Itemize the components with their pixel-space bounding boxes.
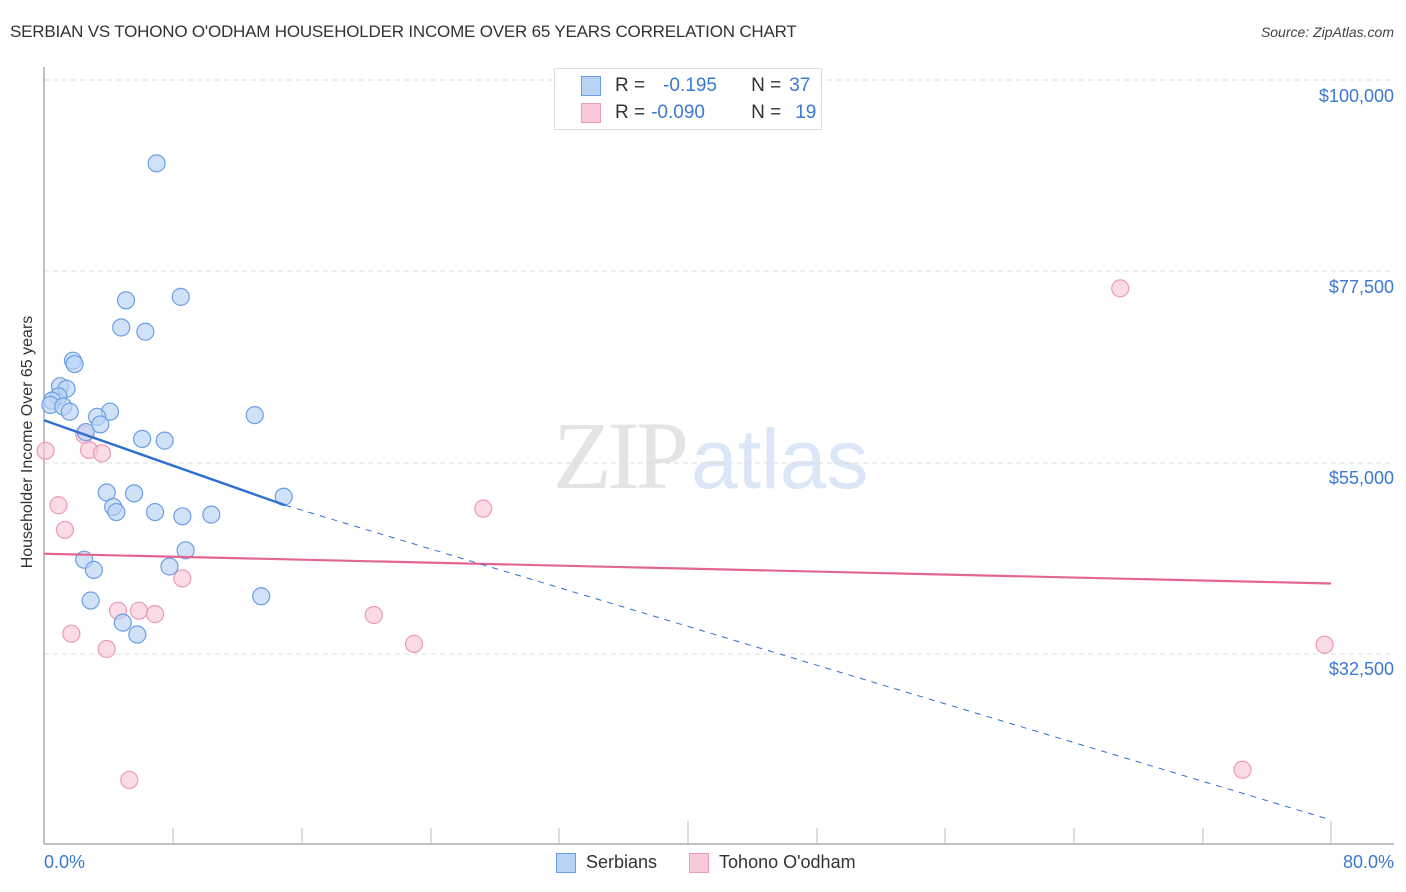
correlation-legend: R = -0.195 N = 37 R = -0.090 N = 19: [554, 68, 822, 130]
serbian-data-point: [173, 507, 192, 526]
serbian-data-point: [133, 429, 152, 449]
tohono-data-point: [1111, 279, 1130, 298]
serbian-data-point: [112, 318, 131, 337]
serbians-n-value: 37: [789, 75, 811, 96]
serbians-swatch-icon: [581, 76, 601, 96]
serbian-data-point: [124, 484, 144, 503]
tohono-legend-icon: [689, 852, 710, 873]
serbian-trendline: [43, 419, 286, 507]
tohono-r-label: R =: [615, 102, 646, 123]
tohono-r-value: -0.090: [651, 102, 705, 123]
tohono-data-point: [364, 605, 383, 625]
serbian-data-point: [128, 625, 147, 644]
x-tick-min: 0.0%: [44, 852, 86, 872]
serbian-data-point: [84, 560, 103, 579]
serbian-data-point: [65, 354, 84, 374]
serbian-data-point: [160, 557, 179, 576]
serbian-data-point: [245, 405, 264, 425]
serbian-data-point: [171, 287, 190, 306]
serbian-data-point: [107, 502, 126, 522]
serbian-data-point: [176, 541, 195, 560]
tohono-trendline: [43, 552, 1332, 585]
serbians-n-label: N =: [751, 75, 782, 96]
x-ticks: [172, 821, 1332, 844]
watermark-zip: ZIP: [553, 402, 689, 509]
serbian-data-point: [147, 154, 166, 173]
y-tick-77500: $77,500: [1328, 277, 1394, 297]
tohono-data-point: [145, 605, 165, 624]
trendlines: [43, 419, 1332, 821]
tohono-data-point: [120, 770, 139, 790]
y-tick-32500: $32,500: [1328, 659, 1394, 679]
tohono-n-value: 19: [795, 102, 817, 123]
legend-item-tohono[interactable]: Tohono O'odham: [689, 852, 856, 873]
serbians-r-value: -0.195: [663, 75, 717, 96]
serbians-legend-label: Serbians: [586, 852, 658, 872]
serbian-data-point: [91, 415, 110, 434]
legend-item-serbians[interactable]: Serbians: [556, 852, 657, 873]
gridlines: [44, 79, 1394, 655]
axes: [43, 67, 1394, 845]
tohono-legend-label: Tohono O'odham: [719, 852, 856, 872]
serbians-r-label: R =: [615, 75, 646, 96]
serbian-data-point: [155, 431, 174, 450]
serbian-data-point: [81, 591, 100, 610]
serbians-legend-icon: [556, 852, 576, 873]
legend-row-serbians: R = -0.195 N = 37: [581, 74, 810, 98]
tohono-data-point: [97, 639, 116, 659]
y-tick-100000: $100,000: [1318, 86, 1394, 106]
tohono-data-point: [474, 499, 493, 518]
tohono-points: [36, 279, 1334, 790]
legend-row-tohono: R = -0.090 N = 19: [581, 101, 816, 125]
tohono-data-point: [1315, 635, 1334, 654]
series-legend: Serbians Tohono O'odham: [556, 852, 888, 873]
x-tick-max: 80.0%: [1342, 852, 1394, 872]
serbian-data-point: [202, 505, 221, 524]
tohono-data-point: [404, 634, 424, 653]
tohono-data-point: [92, 444, 112, 463]
tohono-data-point: [55, 520, 75, 540]
watermark-atlas: atlas: [691, 412, 869, 506]
serbian-data-point: [136, 322, 155, 341]
tohono-data-point: [1233, 760, 1252, 779]
serbian-trendline-extension: [285, 504, 1332, 821]
serbian-data-point: [60, 402, 79, 421]
tohono-data-point: [49, 496, 68, 515]
serbian-data-point: [252, 587, 271, 606]
y-axis-label: Householder Income Over 65 years: [19, 315, 36, 569]
chart-title: SERBIAN VS TOHONO O'ODHAM HOUSEHOLDER IN…: [10, 22, 797, 41]
tohono-data-point: [36, 441, 55, 460]
tohono-data-point: [173, 569, 192, 588]
serbian-data-point: [113, 613, 132, 632]
tohono-data-point: [129, 601, 149, 620]
watermark: ZIPatlas: [553, 408, 868, 507]
y-tick-55000: $55,000: [1328, 468, 1394, 488]
tohono-swatch-icon: [581, 103, 601, 123]
tohono-data-point: [62, 624, 81, 643]
serbian-data-point: [116, 291, 136, 310]
serbian-data-point: [145, 502, 165, 522]
tohono-n-label: N =: [751, 102, 782, 123]
source-credit: Source: ZipAtlas.com: [1260, 24, 1394, 40]
serbian-points: [41, 154, 293, 644]
